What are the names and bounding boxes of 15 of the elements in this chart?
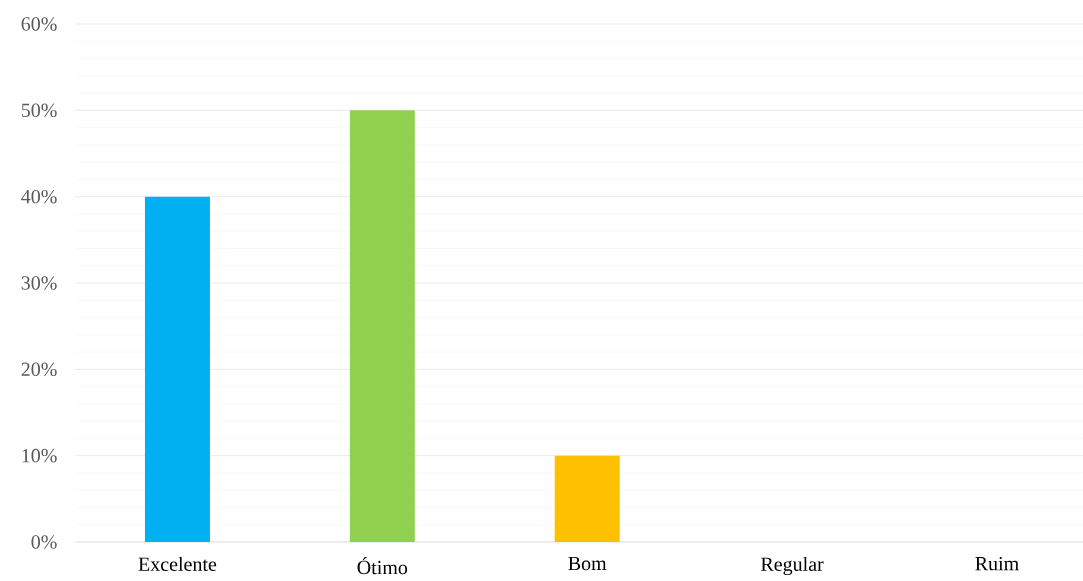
x-tick-label: Regular — [761, 556, 824, 576]
y-tick-label: 30% — [21, 276, 57, 290]
x-tick-label: Excelente — [138, 556, 217, 571]
y-tick-label: 40% — [21, 189, 57, 204]
bar — [554, 455, 620, 542]
y-tick-label: 60% — [21, 17, 57, 31]
y-tick-label: 20% — [21, 362, 57, 377]
y-tick-label: 0% — [31, 535, 57, 549]
bar — [144, 196, 210, 542]
x-tick-label: Bom — [568, 556, 607, 571]
x-tick-label: Ruim — [975, 556, 1019, 571]
y-tick-label: 10% — [22, 448, 57, 463]
x-tick-label: Ótimo — [357, 556, 408, 575]
bar — [349, 110, 415, 542]
y-tick-label: 50% — [21, 103, 57, 118]
